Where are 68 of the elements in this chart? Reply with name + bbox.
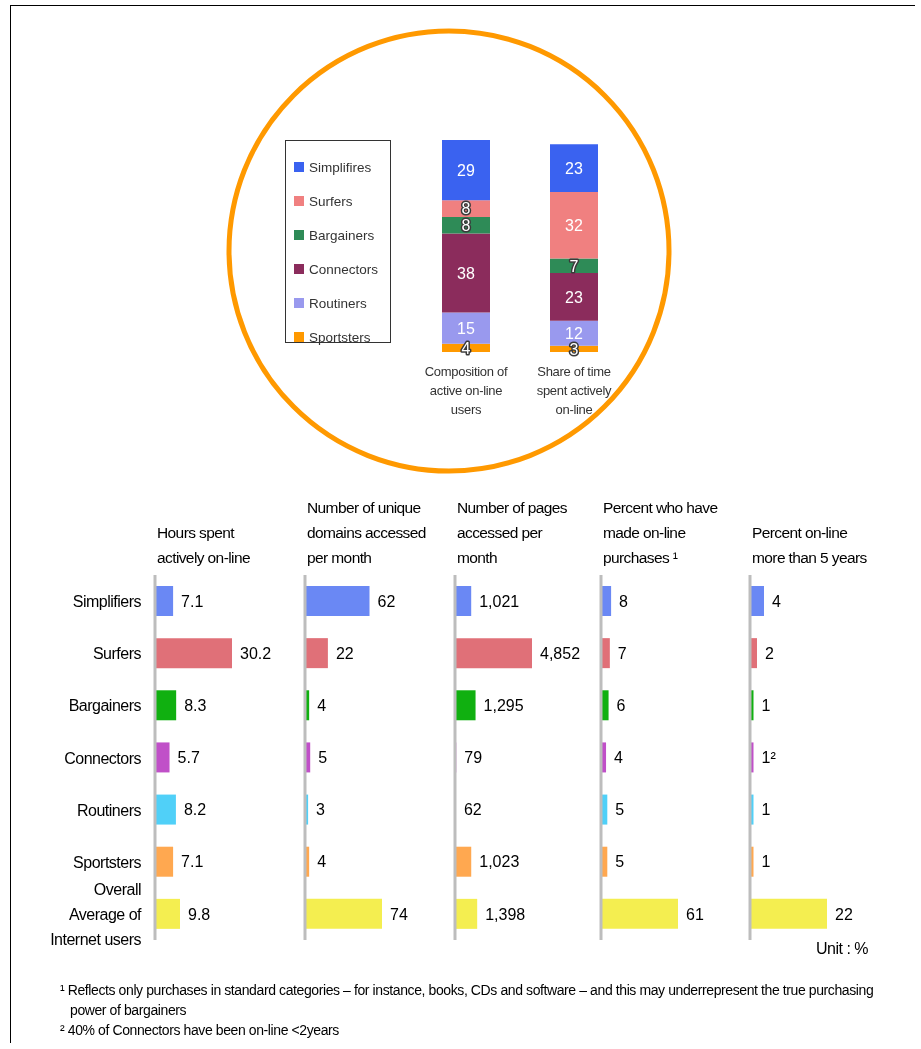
chart-title: Percent on-line more than 5 years [752, 523, 868, 568]
data-label: 1 [761, 801, 771, 819]
data-label: 22 [335, 644, 354, 662]
data-label: 8 [461, 216, 471, 234]
data-label: 61 [686, 905, 704, 923]
data-label: 30.2 [240, 644, 272, 662]
data-label: 4 [614, 749, 624, 767]
text: ¹ Reflects only purchases in standard categories – for instance, books, CDs and software – and this may underrepresent the true purchasing power of bargainers [60, 981, 875, 1020]
chart-title: Hours spent actively on-line [157, 523, 251, 568]
data-label: 1,023 [479, 853, 520, 871]
data-label: 1,021 [479, 592, 520, 610]
data-label: 7 [617, 644, 627, 662]
data-label: 7 [569, 257, 579, 275]
data-label: 8.2 [183, 801, 207, 819]
y-tick-label: Overall Average of Internet users [50, 880, 143, 948]
data-label: 4 [772, 592, 781, 610]
data-label: 4 [317, 696, 327, 714]
data-label: 15 [457, 319, 475, 337]
data-label: 8 [619, 592, 629, 610]
data-label: 6 [616, 696, 626, 714]
data-label: 9.8 [187, 905, 211, 923]
data-label: 7.1 [181, 592, 204, 610]
x-tick-label: Composition of active on-line users [424, 364, 508, 417]
data-label: 5 [615, 853, 625, 871]
data-label: 3 [316, 801, 326, 819]
data-label: 1 [761, 696, 771, 714]
data-label: 7.1 [181, 853, 204, 871]
legend-label: Bargainers [309, 227, 375, 243]
data-label: 1² [761, 749, 777, 767]
y-tick-label: Routiners [77, 801, 142, 819]
data-label: 5.7 [177, 749, 200, 767]
data-label: 2 [765, 644, 774, 662]
data-label: 38 [457, 264, 475, 282]
legend-label: Sportsters [309, 329, 371, 345]
legend-label: Simplifires [309, 159, 372, 175]
data-label: 4,852 [540, 644, 581, 662]
data-label: 79 [464, 749, 483, 767]
data-label: 5 [615, 801, 625, 819]
chart-title: Number of pages accessed per month [457, 498, 568, 568]
data-label: 74 [390, 905, 408, 923]
data-label: 8 [461, 200, 471, 218]
y-tick-label: Simplifiers [72, 593, 142, 611]
data-label: 32 [565, 216, 583, 234]
y-tick-label: Connectors [64, 749, 142, 767]
data-label: 1 [761, 853, 771, 871]
x-tick-label: Share of time spent actively on-line [536, 364, 613, 417]
y-tick-label: Sportsters [73, 853, 142, 871]
data-label: 1,398 [485, 905, 526, 923]
data-label: 4 [317, 853, 327, 871]
y-tick-label: Surfers [92, 645, 142, 663]
data-label: 5 [318, 749, 328, 767]
legend-label: Surfers [309, 193, 353, 209]
data-label: 12 [565, 325, 583, 343]
chart-title: Number of unique domains accessed per month [307, 498, 427, 568]
data-label: 22 [835, 905, 853, 923]
y-tick-label: Bargainers [68, 697, 142, 715]
data-label: 62 [377, 592, 396, 610]
text: ² 40% of Connectors have been on-line <2years [60, 1021, 340, 1040]
annotation: Unit : % [816, 940, 869, 958]
data-label: 1,295 [483, 696, 524, 714]
data-label: 23 [565, 288, 583, 306]
data-label: 8.3 [184, 696, 207, 714]
data-label: 62 [463, 801, 482, 819]
legend-label: Routiners [309, 295, 367, 311]
data-label: 29 [457, 161, 475, 179]
data-label: 23 [565, 159, 583, 177]
legend-label: Connectors [309, 261, 379, 277]
chart-title: Percent who have made on-line purchases ¹ [603, 498, 719, 568]
